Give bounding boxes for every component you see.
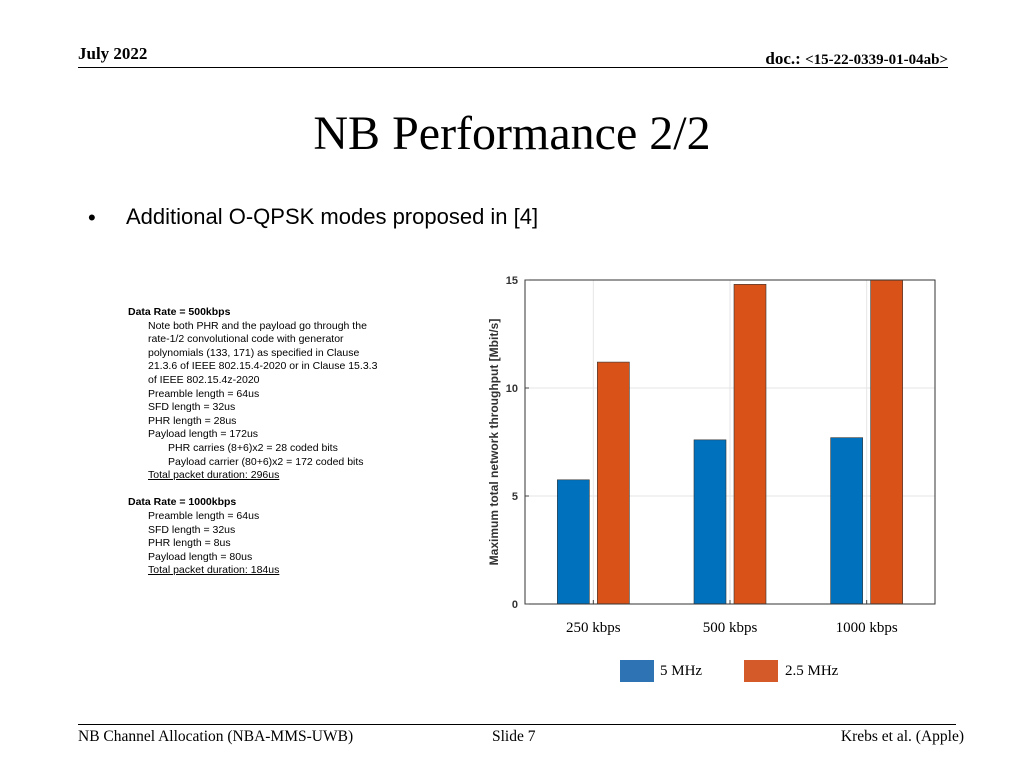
sfd-length: SFD length = 32us [148, 523, 236, 536]
note-line: polynomials (133, 171) as specified in C… [148, 346, 360, 359]
bar-5mhz [557, 479, 590, 605]
bar-2-5mhz [597, 361, 630, 605]
phr-carries: PHR carries (8+6)x2 = 28 coded bits [168, 441, 338, 454]
bar-5mhz [693, 439, 727, 605]
header-date: July 2022 [78, 44, 148, 63]
header-doc-reference: doc.: <15-22-0339-01-04ab> [765, 49, 948, 69]
notes-spacer [128, 483, 428, 497]
payload-length: Payload length = 80us [148, 550, 253, 563]
legend-swatch-2-5mhz [744, 660, 778, 682]
bullet-marker: • [88, 205, 96, 230]
bar-2-5mhz [870, 279, 903, 605]
doc-id: <15-22-0339-01-04ab> [805, 52, 948, 68]
payload-length: Payload length = 172us [148, 428, 259, 441]
sfd-length: SFD length = 32us [148, 401, 236, 414]
note-line: 21.3.6 of IEEE 802.15.4-2020 or in Claus… [148, 360, 378, 373]
slide-number: Slide 7 [492, 728, 536, 745]
phr-length: PHR length = 28us [148, 414, 237, 427]
x-tick-label: 500 kbps [703, 620, 758, 636]
y-axis-label: Maximum total network throughput [Mbit/s… [487, 319, 501, 566]
note-line: of IEEE 802.15.4z-2020 [148, 373, 260, 386]
bullet-text: Additional O-QPSK modes proposed in [4] [126, 204, 539, 229]
y-tick-label: 10 [506, 383, 518, 395]
total-packet-duration: Total packet duration: 184us [148, 564, 280, 577]
data-rate-notes: Data Rate = 500kbps Note both PHR and th… [128, 306, 428, 578]
note-line: Note both PHR and the payload go through… [148, 319, 367, 332]
y-tick-label: 0 [512, 599, 518, 611]
header-rule [78, 67, 948, 68]
footer-rule [78, 724, 956, 725]
total-packet-duration: Total packet duration: 296us [148, 469, 280, 482]
throughput-bar-chart: 250 kbps 500 kbps 1000 kbps 0 5 10 15 Maximum t… [487, 275, 936, 636]
preamble-length: Preamble length = 64us [148, 509, 260, 522]
legend-label-5mhz: 5 MHz [660, 663, 703, 679]
note-line: rate-1/2 convolutional code with generat… [148, 333, 344, 346]
doc-prefix: doc.: [765, 49, 806, 68]
notes-heading-500: Data Rate = 500kbps [128, 306, 231, 318]
legend-label-2-5mhz: 2.5 MHz [785, 663, 839, 679]
y-tick-label: 5 [512, 491, 518, 503]
slide-title: NB Performance 2/2 [313, 107, 711, 160]
legend-swatch-5mhz [620, 660, 654, 682]
footer-right: Krebs et al. (Apple) [840, 728, 964, 745]
plot-frame [524, 279, 936, 605]
bar-2-5mhz [733, 284, 767, 605]
x-tick-label: 1000 kbps [836, 620, 898, 636]
preamble-length: Preamble length = 64us [148, 387, 260, 400]
notes-heading-1000: Data Rate = 1000kbps [128, 496, 237, 509]
x-tick-label: 250 kbps [566, 620, 621, 636]
y-tick-label: 15 [506, 275, 518, 287]
footer-left: NB Channel Allocation (NBA-MMS-UWB) [78, 728, 354, 745]
payload-carrier: Payload carrier (80+6)x2 = 172 coded bit… [168, 455, 364, 468]
phr-length: PHR length = 8us [148, 537, 231, 550]
bar-5mhz [830, 437, 863, 605]
